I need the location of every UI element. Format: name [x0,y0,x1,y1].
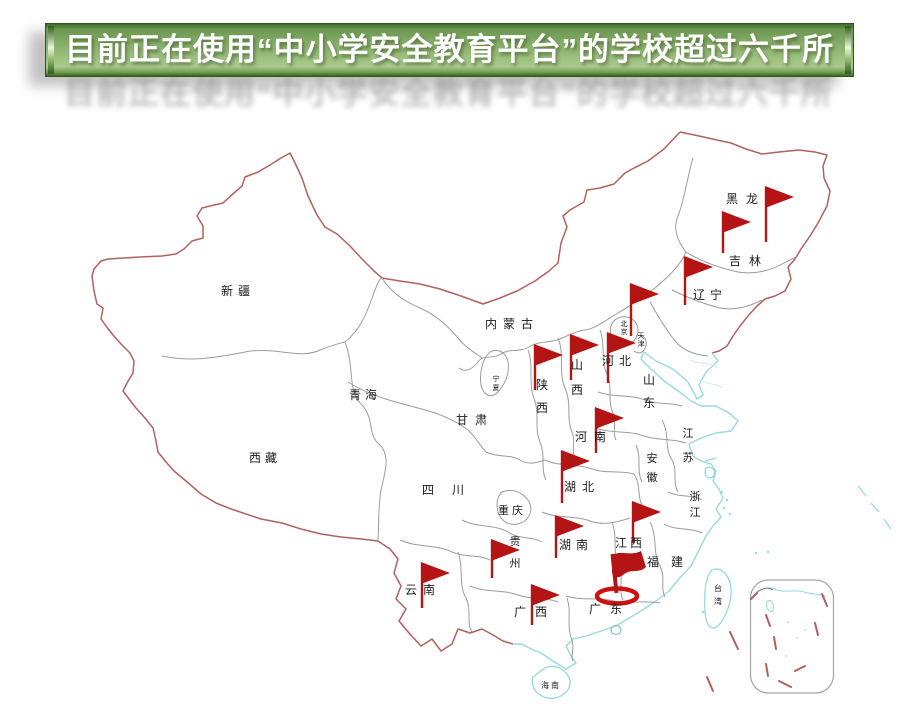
label-xizang: 西藏 [249,451,281,465]
islands [531,457,892,699]
label-jiangxi: 江西 [615,536,645,550]
national-border-northeast [679,131,831,354]
label-neimenggu: 内蒙古 [485,316,539,331]
label-tianjin: 天津 [638,332,645,348]
label-jilin: 吉林 [729,254,769,268]
label-anhui: 安徽 [647,451,658,484]
flag-hunan [554,515,584,558]
inset-islands [785,621,806,657]
label-beijing: 北京 [621,320,628,336]
label-shaanxi: 陕西 [536,377,548,415]
label-guangxi: 广西 [514,605,556,619]
label-liaoning: 辽宁 [693,287,727,302]
label-heilongjiang: 黑龙 [726,192,766,206]
label-ningxia: 宁夏 [493,374,500,392]
hainan-island [531,665,571,699]
flag-jilin-north [721,211,751,253]
province-borders [161,157,799,662]
label-taiwan: 台湾 [714,583,722,606]
banner-title: 目前正在使用“中小学安全教育平台”的学校超过六千所 [65,32,834,67]
nine-dash-line [750,592,828,688]
outer-dash-marks [706,631,739,692]
banner: 目前正在使用“中小学安全教育平台”的学校超过六千所 [45,23,854,77]
yangtze-mouth-island [704,457,717,479]
label-qinghai: 青海 [349,387,381,402]
flags-layer [420,186,794,625]
label-henan: 河南 [575,429,613,444]
label-fujian: 福建 [647,554,695,569]
flag-liaoning-west [629,283,659,336]
flag-yunnan [420,562,450,608]
flag-heilongjiang [764,186,794,242]
label-hebei: 河北 [602,354,636,368]
label-guangdong: 广东 [589,602,631,616]
label-hunan: 湖南 [559,537,593,552]
label-shandong: 山东 [643,373,655,410]
bohai-sea-texture [689,359,723,389]
flag-guizhou [490,539,520,578]
label-sichuan: 四川 [422,483,482,497]
flag-shanxi [569,334,599,380]
banner-left-bevel [48,26,54,74]
pearl-river-delta-ring [610,624,622,636]
zhoushan-islands [701,490,770,614]
coastline [513,351,739,670]
inset-coastline [754,587,827,598]
taiwan-island [704,568,732,629]
flag-jiangxi [631,501,661,543]
label-jiangsu: 江苏 [683,427,694,464]
south-china-sea-inset-box [749,579,835,694]
label-shanxi: 山西 [571,358,583,397]
label-guizhou: 贵州 [510,535,521,570]
flag-shaanxi [533,344,563,390]
inset-coast-gray [755,587,774,594]
inset-taiwan [765,600,775,612]
banner-right-bevel [845,26,851,74]
label-gansu: 甘肃 [456,413,494,427]
label-hubei: 湖北 [564,479,600,494]
flag-henan [594,407,624,453]
label-zhejiang: 浙江 [690,490,701,519]
label-hainan: 海南 [541,680,561,690]
flag-hubei [560,450,590,503]
flag-guangdong-highlight [594,551,646,606]
ryukyu-islands [857,485,892,530]
flag-hebei [606,332,636,383]
flag-guangxi [530,584,560,625]
label-chongqing: 重庆 [498,503,526,517]
national-border-west [91,131,681,652]
label-yunnan: 云南 [405,582,441,597]
label-xinjiang: 新疆 [221,283,255,298]
flag-jilin [683,256,713,305]
